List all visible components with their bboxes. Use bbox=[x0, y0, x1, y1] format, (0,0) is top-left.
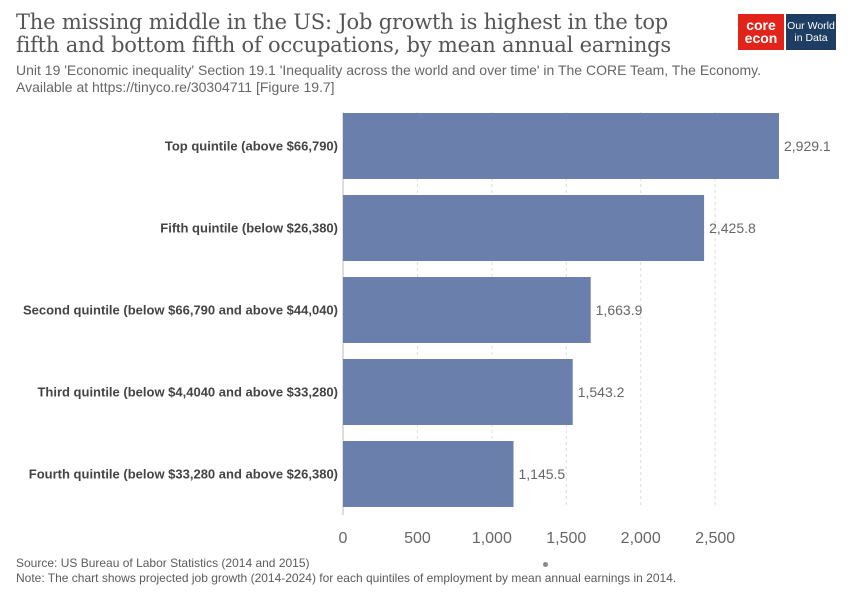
x-tick-label: 500 bbox=[404, 530, 431, 547]
data-label: 1,543.2 bbox=[578, 384, 625, 400]
core-logo-line2: econ bbox=[744, 30, 778, 46]
data-label: 2,425.8 bbox=[709, 220, 756, 236]
our-world-in-data-logo[interactable]: Our World in Data bbox=[786, 14, 836, 50]
bar[interactable] bbox=[343, 359, 573, 425]
chart-title: The missing middle in the US: Job growth… bbox=[16, 10, 671, 57]
category-label: Third quintile (below $4,4040 and above … bbox=[37, 385, 338, 400]
owid-logo-line2: in Data bbox=[794, 32, 828, 44]
data-label: 1,145.5 bbox=[519, 466, 566, 482]
category-label: Fourth quintile (below $33,280 and above… bbox=[29, 467, 338, 482]
x-tick-label: 2,000 bbox=[621, 530, 661, 547]
x-tick-label: 0 bbox=[339, 530, 348, 547]
chart-subtitle: Unit 19 'Economic inequality' Section 19… bbox=[16, 62, 762, 95]
bar[interactable] bbox=[343, 113, 779, 179]
bar[interactable] bbox=[343, 195, 705, 261]
bar[interactable] bbox=[343, 277, 591, 343]
category-label: Top quintile (above $66,790) bbox=[165, 139, 338, 154]
pagination-dot[interactable] bbox=[543, 562, 548, 567]
core-econ-logo[interactable]: core econ bbox=[738, 14, 784, 50]
category-label: Fifth quintile (below $26,380) bbox=[160, 221, 338, 236]
x-tick-label: 1,000 bbox=[472, 530, 512, 547]
bar[interactable] bbox=[343, 441, 514, 507]
category-label: Second quintile (below $66,790 and above… bbox=[23, 303, 338, 318]
footnote: Note: The chart shows projected job grow… bbox=[16, 571, 677, 585]
source-note: Source: US Bureau of Labor Statistics (2… bbox=[16, 556, 310, 570]
core-logo-line1: core bbox=[746, 17, 776, 33]
x-tick-label: 1,500 bbox=[546, 530, 586, 547]
data-label: 1,663.9 bbox=[596, 302, 643, 318]
x-tick-label: 2,500 bbox=[695, 530, 735, 547]
data-label: 2,929.1 bbox=[784, 138, 831, 154]
owid-logo-line1: Our World bbox=[787, 20, 835, 32]
